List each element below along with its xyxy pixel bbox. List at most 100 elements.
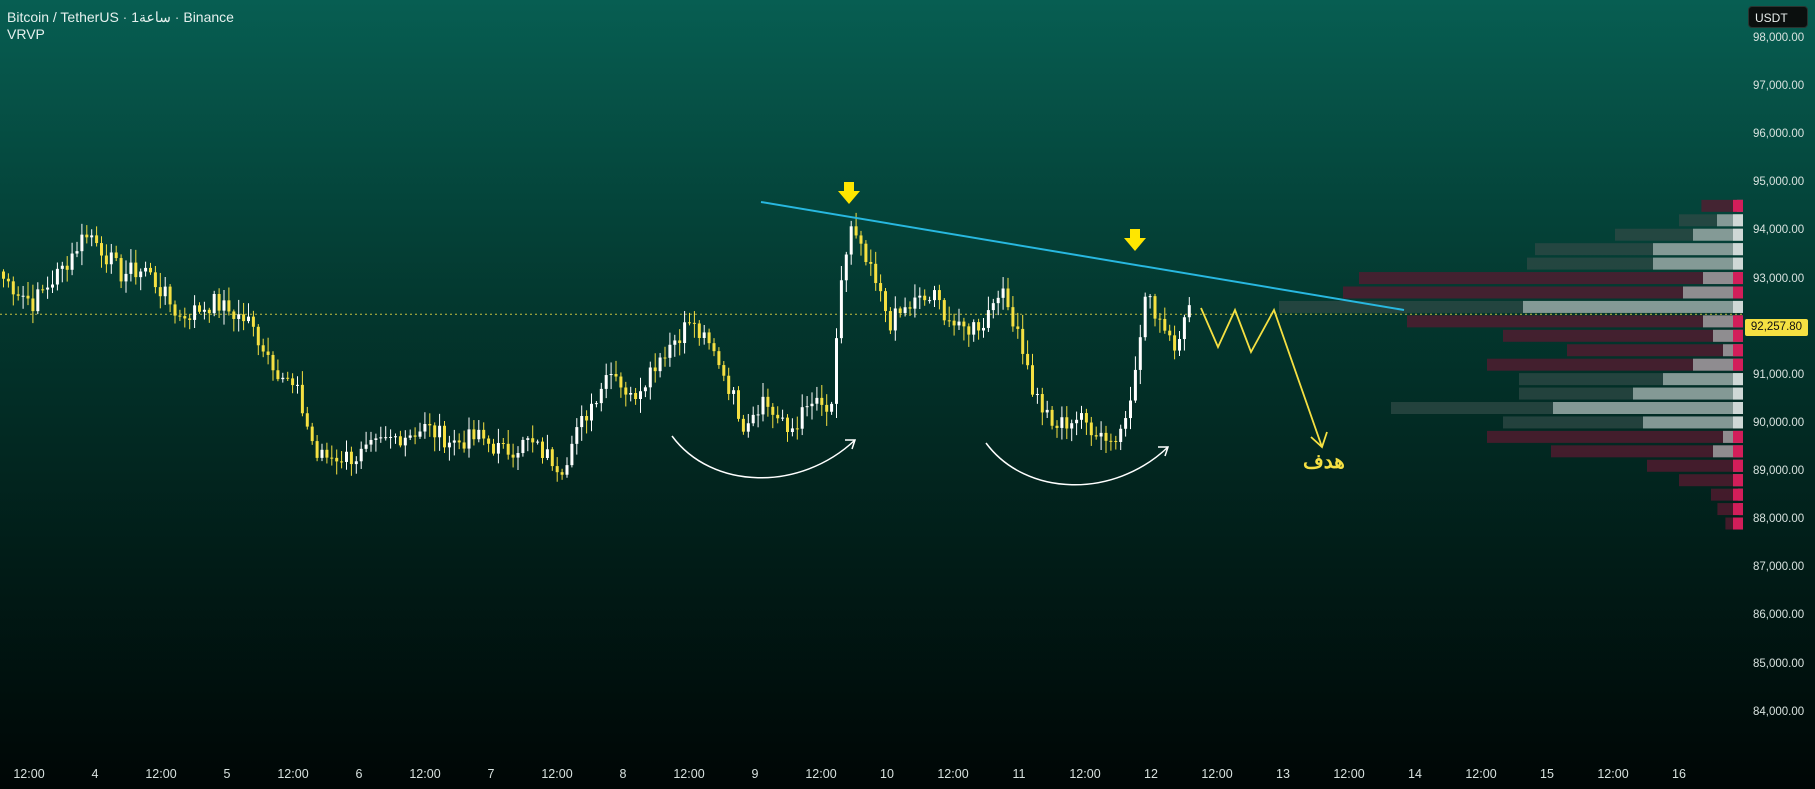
symbol-header[interactable]: Bitcoin / TetherUS · 1ساعة · Binance	[7, 9, 234, 25]
candle	[193, 295, 197, 329]
candle	[242, 302, 246, 331]
candle-body	[688, 322, 691, 324]
candle	[369, 431, 373, 452]
candle	[1168, 324, 1172, 341]
candle-body	[545, 449, 549, 458]
candle	[70, 242, 74, 276]
candle	[820, 385, 824, 416]
candle	[643, 385, 647, 398]
candle	[977, 318, 981, 340]
left-shoulder-arc[interactable]	[671, 435, 856, 479]
candle-body	[521, 439, 525, 454]
candle	[585, 410, 589, 434]
candle	[1070, 419, 1074, 442]
candle-body	[90, 235, 94, 238]
time-tick: 12:00	[13, 767, 45, 781]
candle-body	[913, 297, 917, 309]
candle	[1178, 330, 1181, 357]
time-tick: 12:00	[673, 767, 705, 781]
candle-body	[594, 403, 598, 405]
candle-body	[46, 287, 50, 290]
last-price-tag: 92,257.80	[1745, 319, 1808, 336]
volume-profile-total	[1343, 286, 1743, 299]
indicator-label[interactable]: VRVP	[7, 26, 45, 42]
candle	[119, 254, 123, 289]
candle-body	[1011, 307, 1015, 327]
currency-button[interactable]: USDT	[1748, 6, 1808, 28]
projection-arrowhead	[1310, 431, 1328, 449]
candle-body	[423, 424, 427, 432]
candle	[492, 438, 495, 456]
volume-profile-down	[1733, 488, 1743, 501]
candle	[428, 413, 432, 437]
candle	[207, 307, 211, 323]
target-label[interactable]: هدف	[1303, 451, 1345, 473]
candle	[21, 285, 25, 309]
interval-label[interactable]: 1ساعة	[131, 9, 171, 25]
candle	[349, 446, 353, 476]
candle-body	[898, 308, 902, 314]
candle	[653, 353, 657, 383]
candle	[452, 429, 456, 456]
price-tick: 95,000.00	[1753, 176, 1805, 189]
candle-body	[207, 309, 211, 314]
volume-profile-total	[1503, 329, 1743, 342]
candle	[526, 436, 530, 452]
time-tick: 12:00	[937, 767, 969, 781]
volume-profile-row	[1343, 286, 1743, 299]
candle	[457, 433, 461, 450]
candle-body	[996, 297, 1000, 304]
price-tick: 94,000.00	[1753, 224, 1805, 237]
candle-body	[389, 436, 393, 438]
candle	[232, 309, 236, 332]
candle-body	[727, 375, 731, 394]
projection-path[interactable]	[1200, 307, 1323, 448]
right-shoulder-arc[interactable]	[985, 442, 1169, 486]
pair-name[interactable]: Bitcoin / TetherUS	[7, 9, 119, 25]
candle-body	[737, 390, 740, 419]
resistance-trendline[interactable]	[760, 201, 1405, 311]
candle	[869, 249, 873, 276]
candle-body	[839, 280, 843, 339]
candle	[1060, 406, 1064, 440]
candles[interactable]	[2, 212, 1191, 482]
candle-body	[1138, 337, 1142, 370]
volume-profile-down	[1733, 286, 1743, 299]
candle-body	[1045, 409, 1049, 413]
candle-body	[531, 438, 535, 443]
candle-body	[1114, 440, 1118, 442]
candle-body	[1163, 318, 1167, 331]
volume-profile-total	[1647, 459, 1743, 472]
candle	[786, 414, 789, 442]
candle-body	[869, 261, 873, 264]
candle-body	[188, 318, 192, 320]
time-tick: 12	[1144, 767, 1158, 781]
volume-profile-down	[1733, 358, 1743, 371]
candle	[835, 328, 838, 419]
candle-body	[193, 305, 197, 320]
candle	[364, 431, 368, 453]
time-tick: 8	[619, 767, 627, 781]
candle	[80, 223, 84, 266]
volume-profile-up	[1553, 402, 1743, 415]
volume-profile-down	[1733, 300, 1743, 313]
candle-body	[805, 406, 809, 408]
candle-body	[158, 287, 162, 297]
candle-body	[55, 268, 59, 285]
candle-body	[80, 234, 84, 252]
candle	[31, 284, 35, 324]
candle-body	[487, 438, 491, 444]
candle-body	[452, 440, 456, 443]
candle-body	[776, 414, 780, 419]
candle	[594, 401, 598, 408]
candle	[1129, 386, 1132, 430]
candle-body	[599, 388, 603, 404]
candle	[996, 290, 1000, 316]
candle-body	[251, 316, 255, 327]
candle-body	[144, 267, 148, 272]
drawings[interactable]	[671, 182, 1405, 486]
candle	[222, 290, 226, 325]
candle	[967, 323, 971, 347]
